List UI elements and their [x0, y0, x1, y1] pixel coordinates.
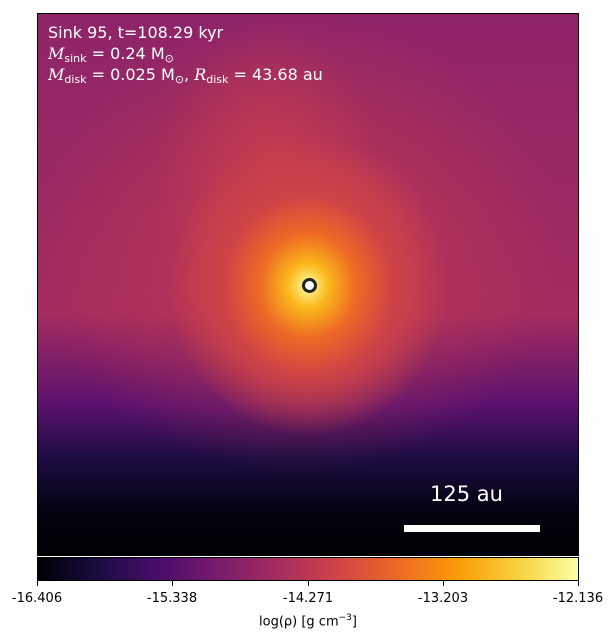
colorbar-tick-label: -13.203 [417, 591, 469, 606]
density-image [38, 14, 578, 555]
colorbar-tick [172, 581, 173, 586]
disk-properties-label: Mdisk = 0.025 M⊙, Rdisk = 43.68 au [48, 65, 323, 86]
scalebar-label: 125 au [430, 482, 503, 506]
sink-mass-label: Msink = 0.24 M⊙ [48, 44, 174, 65]
sink-time-label: Sink 95, t=108.29 kyr [48, 23, 224, 42]
colorbar-tick-label: -14.271 [282, 591, 334, 606]
colorbar-tick-label: -16.406 [11, 591, 63, 606]
colorbar-tick-label: -12.136 [552, 591, 604, 606]
colorbar [37, 557, 579, 581]
colorbar-tick [37, 581, 38, 586]
colorbar-tick-label: -15.338 [146, 591, 198, 606]
colorbar-tick [308, 581, 309, 586]
colorbar-tick [443, 581, 444, 586]
colorbar-label: log(ρ) [g cm−3] [259, 613, 357, 630]
sink-marker-icon [302, 278, 317, 293]
scalebar [404, 525, 540, 532]
colorbar-tick [578, 581, 579, 586]
density-map: Sink 95, t=108.29 kyr Msink = 0.24 M⊙ Md… [37, 13, 579, 556]
